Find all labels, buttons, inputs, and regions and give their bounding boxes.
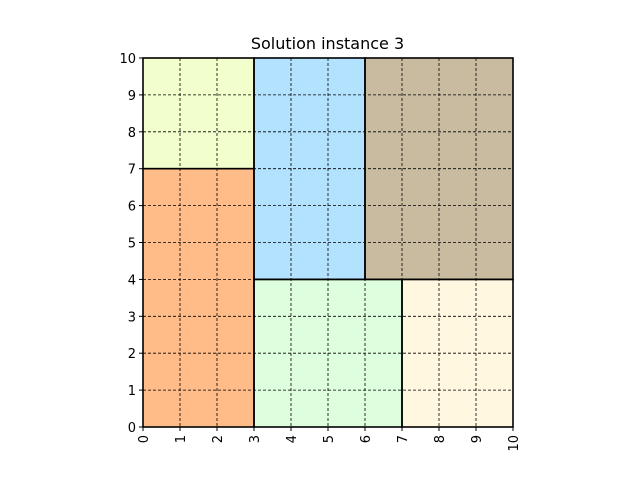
- y-tick-label: 5: [128, 237, 136, 252]
- x-tick-label: 2: [211, 435, 226, 443]
- y-tick-label: 10: [119, 52, 136, 67]
- y-tick-label: 7: [128, 163, 136, 178]
- x-tick-label: 1: [174, 435, 189, 443]
- y-tick-label: 4: [128, 273, 136, 288]
- x-tick-label: 3: [248, 435, 263, 443]
- y-tick-label: 6: [128, 200, 136, 215]
- y-tick-label: 9: [128, 89, 136, 104]
- y-tick-label: 2: [128, 347, 136, 362]
- x-axis-ticks: 0 1 2 3 4 5 6 7 8 9 10: [137, 427, 522, 452]
- x-tick-label: 9: [470, 435, 485, 443]
- x-tick-label: 10: [507, 435, 522, 452]
- y-tick-label: 3: [128, 310, 136, 325]
- y-tick-label: 0: [128, 421, 136, 436]
- x-tick-label: 4: [285, 435, 300, 443]
- y-axis-ticks: 0 1 2 3 4 5 6 7 8 9 10: [119, 52, 143, 436]
- y-tick-label: 8: [128, 126, 136, 141]
- x-tick-label: 5: [322, 435, 337, 443]
- y-tick-label: 1: [128, 384, 136, 399]
- x-tick-label: 8: [433, 435, 448, 443]
- x-tick-label: 6: [359, 435, 374, 443]
- rectangle-2: [143, 58, 254, 169]
- x-tick-label: 7: [396, 435, 411, 443]
- x-tick-label: 0: [137, 435, 152, 443]
- rectangle-1: [143, 168, 254, 427]
- chart-title: Solution instance 3: [251, 34, 404, 53]
